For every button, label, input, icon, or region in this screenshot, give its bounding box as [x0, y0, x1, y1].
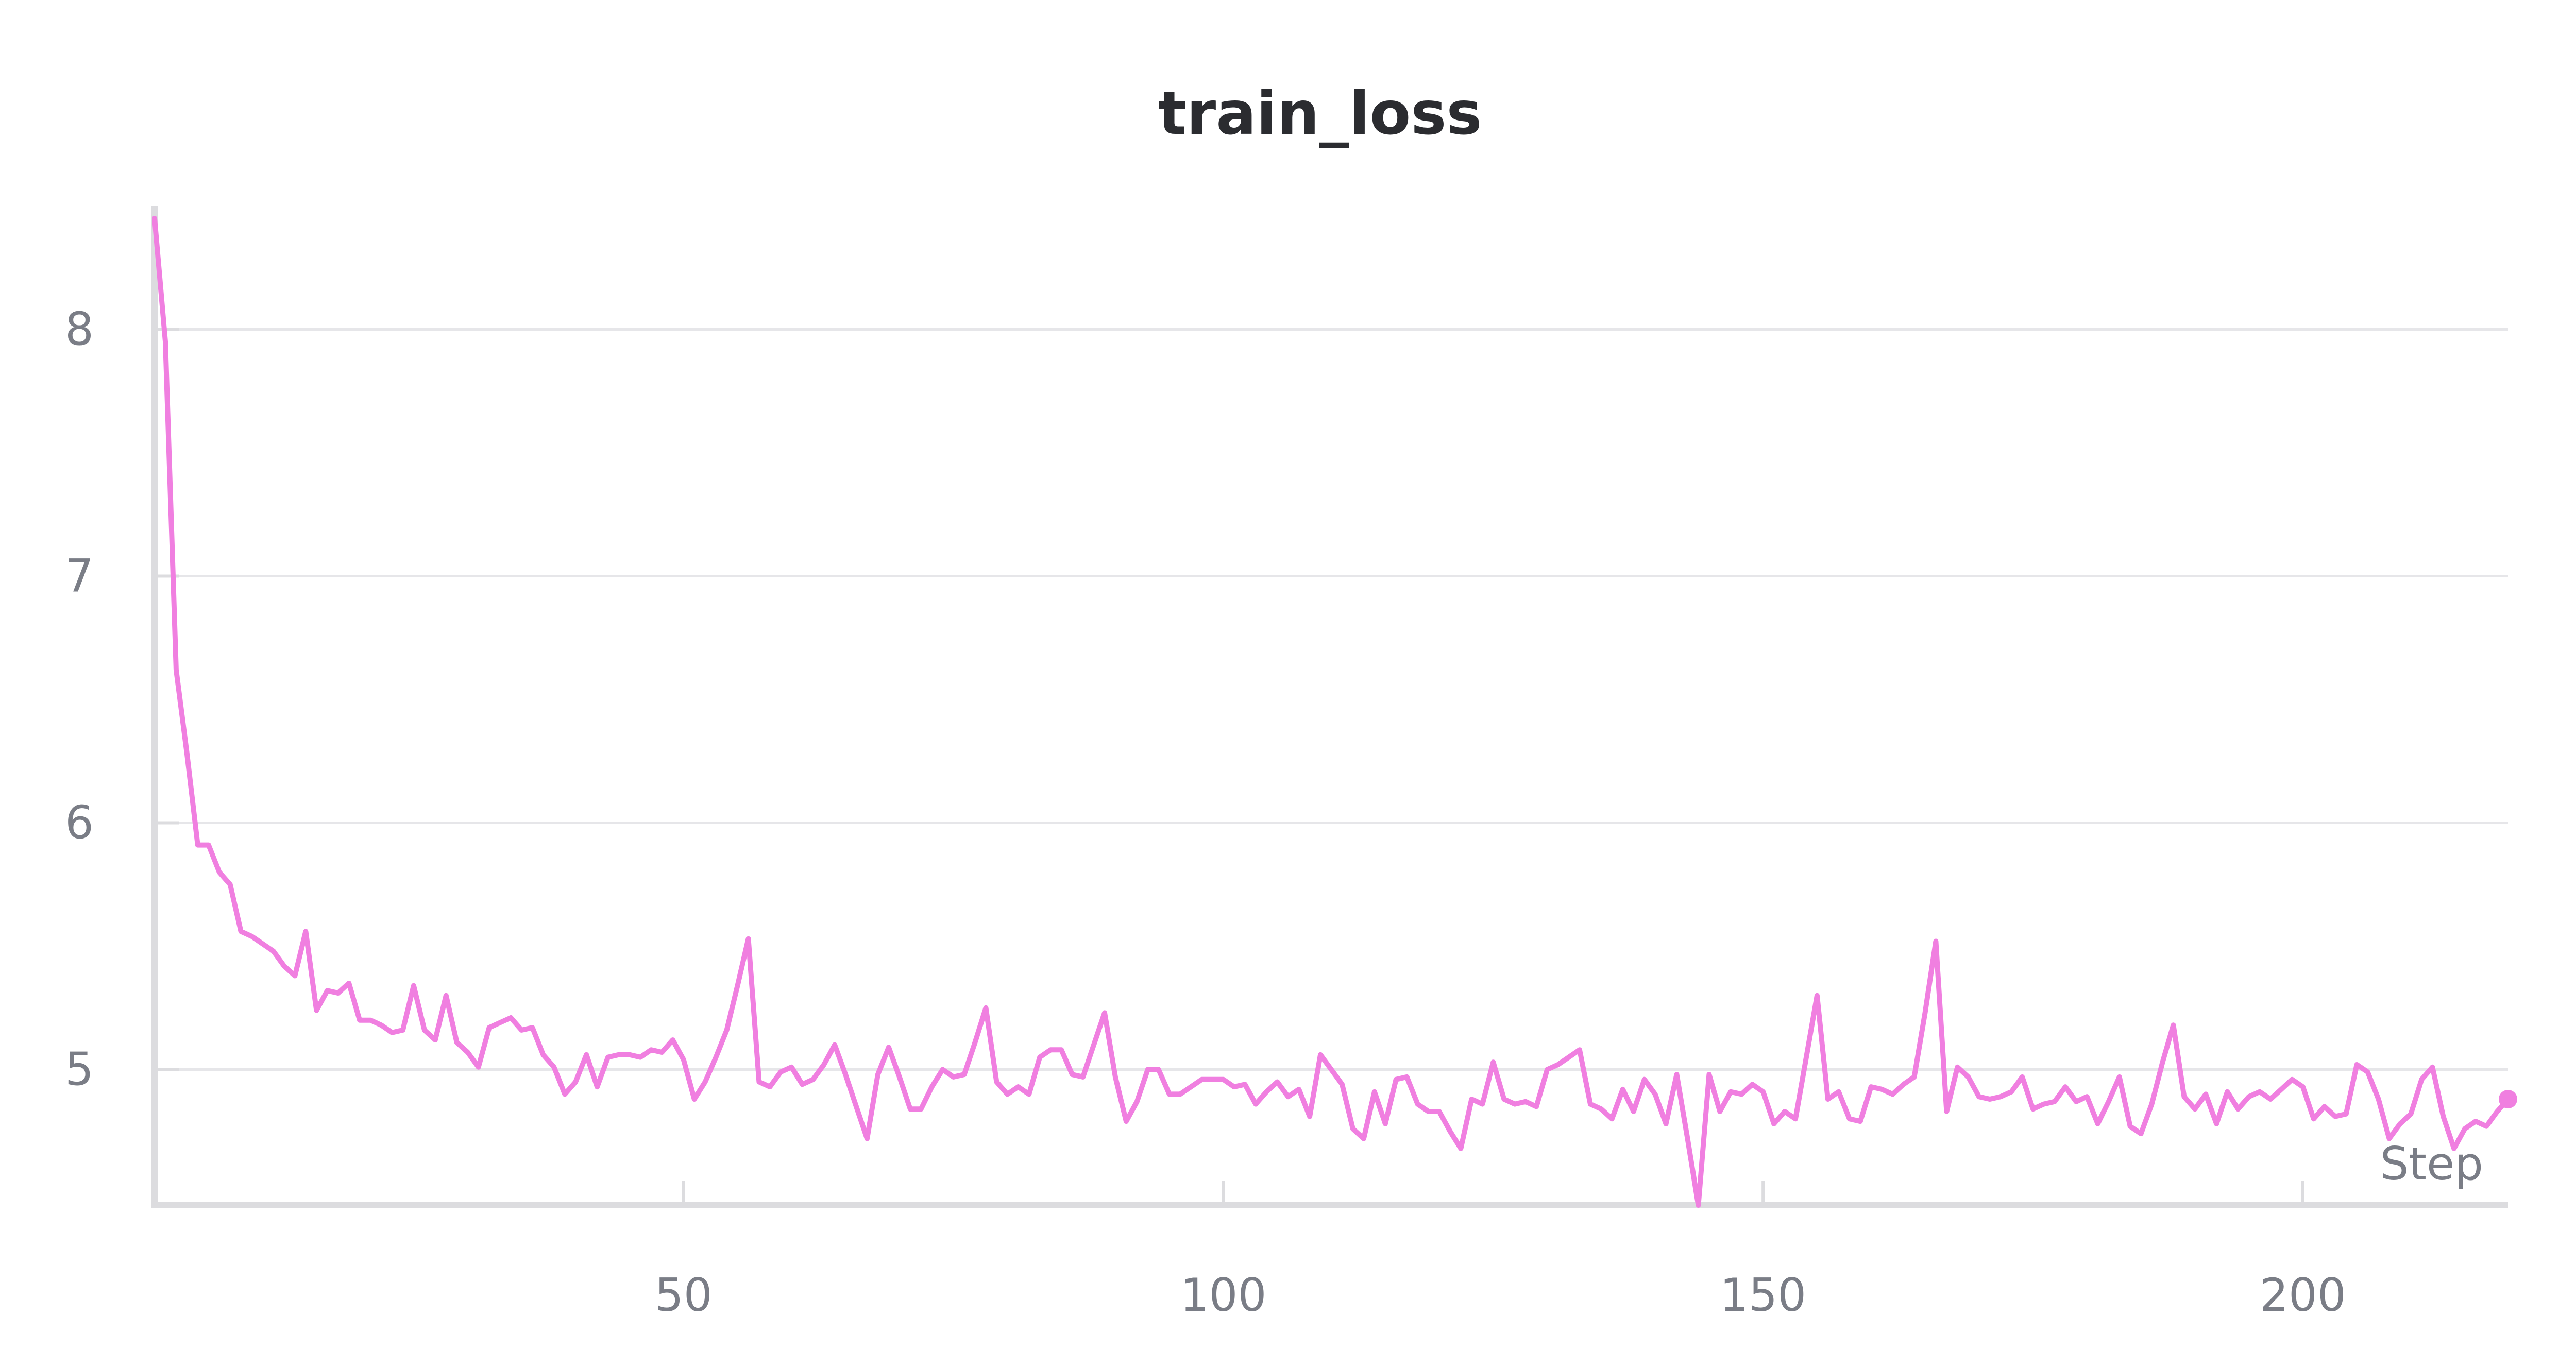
axes	[151, 206, 2508, 1208]
x-tick-label: 50	[655, 1269, 713, 1322]
grid-lines	[155, 328, 2508, 1071]
x-tick-label: 100	[1180, 1269, 1266, 1322]
y-tick-label: 6	[65, 796, 94, 849]
x-tick-label: 150	[1720, 1269, 1806, 1322]
series-line	[152, 216, 2511, 1208]
x-axis-label: Step	[2380, 1137, 2483, 1190]
series-end-point	[2499, 1090, 2517, 1109]
x-tick-label: 200	[2260, 1269, 2346, 1322]
y-tick-label: 8	[65, 303, 94, 356]
plot-area	[152, 216, 2517, 1208]
tick-labels: 5 6 7 8 50 100 150 200	[65, 303, 2346, 1322]
y-tick-label: 7	[65, 550, 94, 603]
chart-title: train_loss	[1158, 79, 1482, 148]
y-tick-label: 5	[65, 1043, 94, 1096]
